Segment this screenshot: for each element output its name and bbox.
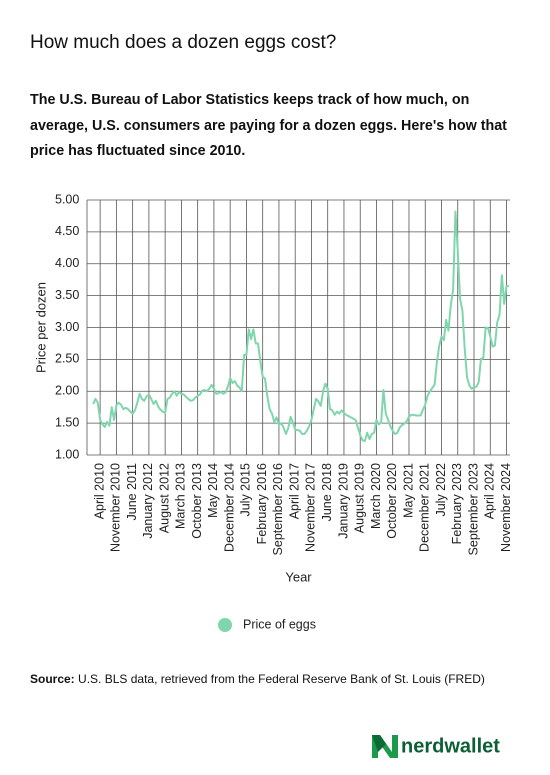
x-tick-label: July 2015	[239, 463, 253, 517]
x-tick-label: November 2024	[499, 463, 513, 552]
y-tick-label: 4.00	[55, 256, 79, 270]
x-tick-label: August 2019	[353, 463, 367, 533]
source-text: U.S. BLS data, retrieved from the Federa…	[78, 672, 485, 686]
x-axis-title: Year	[285, 569, 312, 584]
x-tick-label: June 2011	[125, 463, 139, 521]
x-tick-label: October 2020	[385, 463, 399, 539]
x-tick-label: April 2024	[483, 463, 497, 519]
x-tick-label: May 2014	[206, 463, 220, 518]
line-series	[92, 210, 509, 442]
x-tick-label: February 2023	[450, 463, 464, 544]
y-tick-label: 1.00	[55, 447, 79, 461]
y-tick-label: 5.00	[55, 192, 79, 206]
y-tick-label: 3.00	[55, 320, 79, 334]
title: How much does a dozen eggs cost?	[30, 32, 337, 53]
x-tick-label: April 2010	[92, 463, 106, 519]
x-tick-label: November 2017	[304, 463, 318, 552]
y-tick-label: 4.50	[55, 224, 79, 238]
x-tick-label: October 2013	[190, 463, 204, 539]
source: Source: U.S. BLS data, retrieved from th…	[30, 672, 485, 686]
logo-text: nerdwallet	[401, 735, 500, 757]
y-tick-label: 3.50	[55, 288, 79, 302]
x-tick-label: January 2019	[336, 463, 350, 539]
x-tick-label: March 2020	[369, 463, 383, 529]
x-tick-label: August 2012	[157, 463, 171, 533]
x-tick-label: November 2010	[109, 463, 123, 552]
y-tick-label: 2.00	[55, 384, 79, 398]
x-tick-label: September 2023	[466, 463, 480, 555]
subtitle: The U.S. Bureau of Labor Statistics keep…	[30, 92, 507, 159]
y-axis-title: Price per dozen	[33, 282, 48, 373]
y-tick-label: 2.50	[55, 352, 79, 366]
x-tick-label: April 2017	[287, 463, 301, 519]
logo-mark-shade	[372, 735, 386, 752]
source-label: Source:	[30, 672, 75, 686]
x-tick-label: June 2018	[320, 463, 334, 521]
x-tick-label: July 2022	[434, 463, 448, 517]
x-tick-label: May 2021	[401, 463, 415, 518]
x-tick-label: March 2013	[174, 463, 188, 529]
legend-marker	[218, 618, 232, 632]
x-tick-label: February 2016	[255, 463, 269, 544]
logo: nerdwallet	[372, 735, 500, 758]
x-tick-label: December 2014	[222, 463, 236, 552]
y-tick-label: 1.50	[55, 415, 79, 429]
x-tick-label: September 2016	[271, 463, 285, 555]
x-tick-label: December 2021	[418, 463, 432, 552]
x-tick-label: January 2012	[141, 463, 155, 539]
legend-label: Price of eggs	[243, 617, 316, 631]
